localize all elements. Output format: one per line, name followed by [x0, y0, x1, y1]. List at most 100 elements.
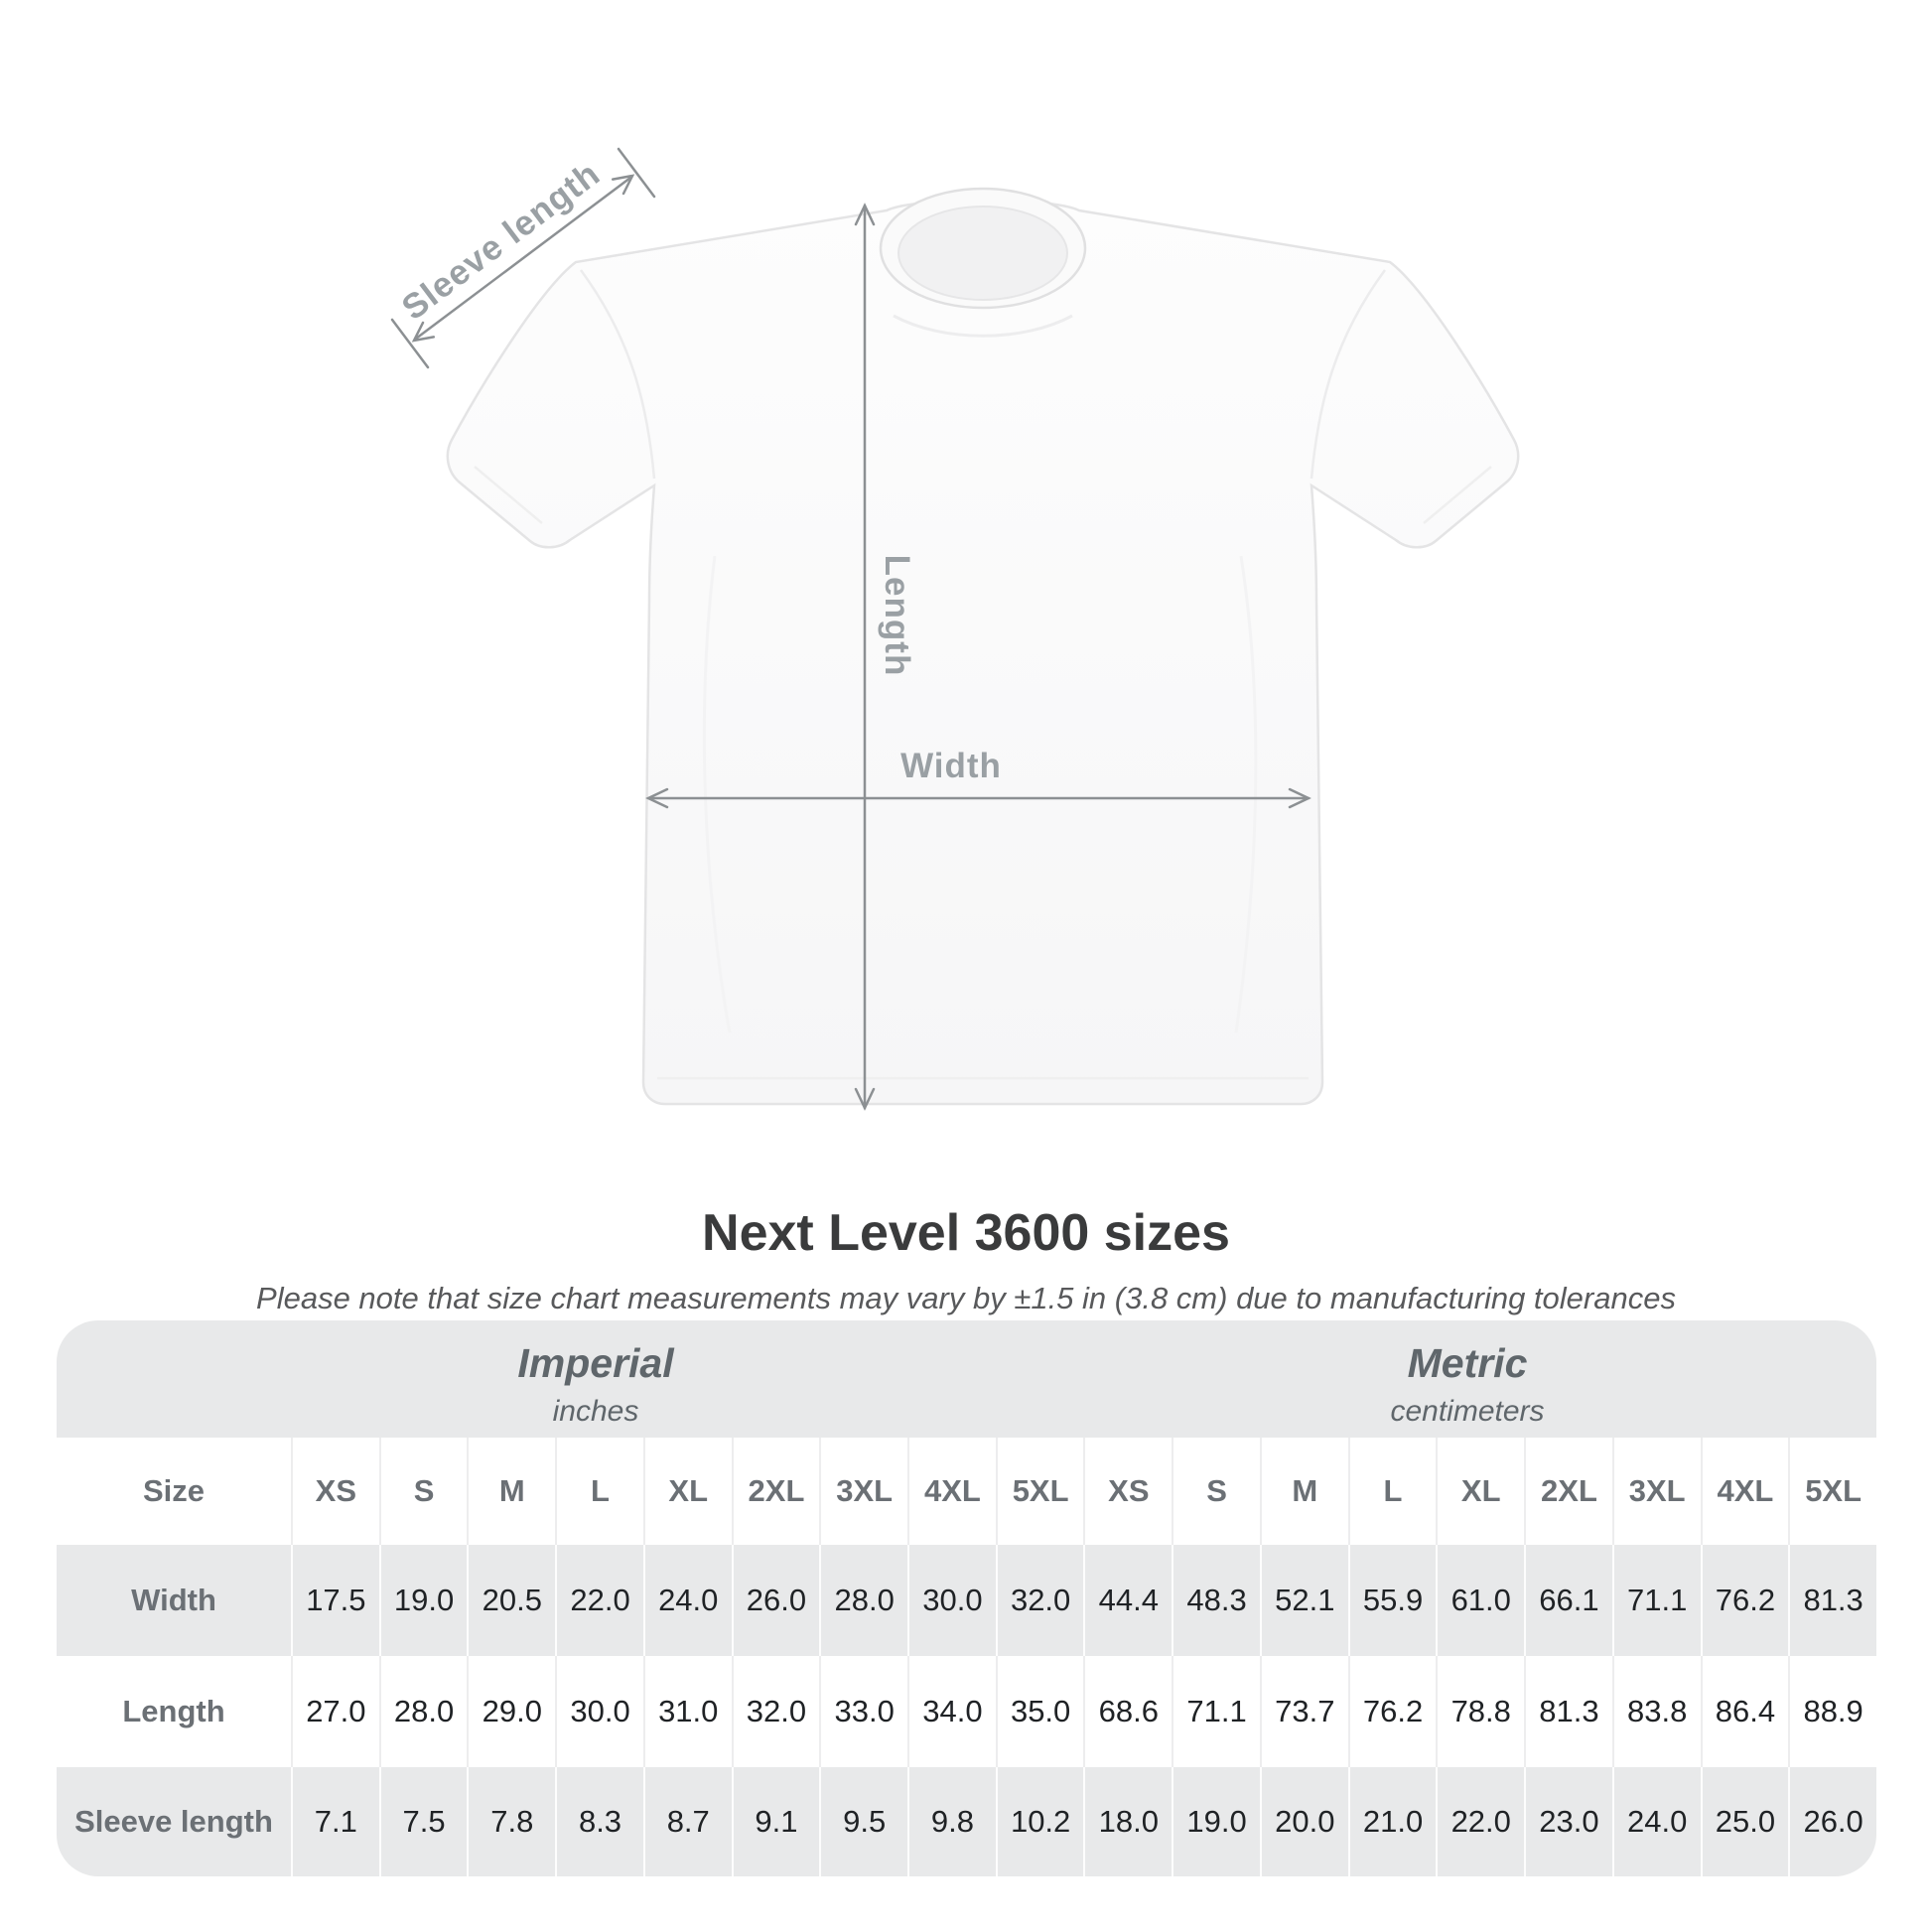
sleeve-length-imperial-s: 7.5: [378, 1767, 468, 1876]
page-title: Next Level 3600 sizes: [702, 1204, 1230, 1262]
width-imperial-3xl: 28.0: [819, 1545, 907, 1656]
width-imperial-2xl: 26.0: [731, 1545, 820, 1656]
length-metric-4xl: 86.4: [1700, 1656, 1789, 1767]
width-metric-2xl: 66.1: [1524, 1545, 1612, 1656]
length-imperial-m: 29.0: [467, 1656, 555, 1767]
width-imperial-4xl: 30.0: [907, 1545, 996, 1656]
size-table: Imperial inches Metric centimeters Size …: [57, 1320, 1876, 1876]
length-imperial-xs: 27.0: [291, 1656, 379, 1767]
sleeve-length-imperial-2xl: 9.1: [731, 1767, 820, 1876]
sleeve-length-metric-xl: 22.0: [1436, 1767, 1524, 1876]
tolerance-note: Please note that size chart measurements…: [256, 1281, 1676, 1315]
length-imperial-xl: 31.0: [642, 1656, 732, 1767]
row-label-length: Length: [122, 1694, 225, 1728]
row-label-width: Width: [131, 1583, 216, 1617]
width-metric-s: 48.3: [1172, 1545, 1260, 1656]
length-metric-xs: 68.6: [1083, 1656, 1172, 1767]
size-header-metric-xl: XL: [1436, 1438, 1524, 1545]
size-header-imperial-m: M: [467, 1438, 555, 1545]
sleeve-length-metric-5xl: 26.0: [1788, 1767, 1876, 1876]
sleeve-length-metric-xs: 18.0: [1083, 1767, 1172, 1876]
size-header-imperial-3xl: 3XL: [819, 1438, 907, 1545]
width-imperial-s: 19.0: [378, 1545, 468, 1656]
size-header-imperial-xl: XL: [642, 1438, 732, 1545]
unit-group-band: Imperial inches Metric centimeters: [57, 1320, 1876, 1438]
length-metric-2xl: 81.3: [1524, 1656, 1612, 1767]
width-metric-l: 55.9: [1347, 1545, 1437, 1656]
width-metric-xl: 61.0: [1436, 1545, 1524, 1656]
length-metric-m: 73.7: [1259, 1656, 1348, 1767]
size-header-imperial-4xl: 4XL: [907, 1438, 996, 1545]
size-header-imperial-s: S: [378, 1438, 468, 1545]
sleeve-length-imperial-3xl: 9.5: [819, 1767, 907, 1876]
length-imperial-3xl: 33.0: [819, 1656, 907, 1767]
size-header-metric-2xl: 2XL: [1524, 1438, 1612, 1545]
table-header-row: Size XS S M L XL 2XL 3XL 4XL 5XL XS S M L XL 2XL 3XL 4XL…: [57, 1438, 1876, 1545]
length-imperial-5xl: 35.0: [995, 1656, 1084, 1767]
length-metric-l: 76.2: [1347, 1656, 1437, 1767]
table-row-sleeve-length: Sleeve length 7.1 7.5 7.8 8.3 8.7 9.1 9.5 9.8 10…: [57, 1767, 1876, 1876]
tshirt-collar: [879, 187, 1087, 310]
sleeve-length-metric-2xl: 23.0: [1524, 1767, 1612, 1876]
sleeve-length-imperial-5xl: 10.2: [995, 1767, 1084, 1876]
table-row-width: Width 17.5 19.0 20.5 22.0 24.0 26.0 28.0 30.0 32…: [57, 1545, 1876, 1656]
width-imperial-xl: 24.0: [642, 1545, 732, 1656]
sleeve-length-metric-l: 21.0: [1347, 1767, 1437, 1876]
sleeve-length-imperial-xl: 8.7: [642, 1767, 732, 1876]
tshirt-body: [446, 199, 1520, 1106]
length-label: Length: [878, 554, 916, 677]
width-metric-3xl: 71.1: [1611, 1545, 1701, 1656]
size-header-metric-m: M: [1259, 1438, 1348, 1545]
width-metric-xs: 44.4: [1083, 1545, 1172, 1656]
width-imperial-5xl: 32.0: [995, 1545, 1084, 1656]
sleeve-length-metric-s: 19.0: [1172, 1767, 1260, 1876]
width-metric-m: 52.1: [1259, 1545, 1348, 1656]
imperial-group-title: Imperial: [517, 1340, 674, 1386]
tshirt-measurement-diagram: Sleeve length Length Width: [390, 147, 1520, 1111]
size-header-metric-5xl: 5XL: [1788, 1438, 1876, 1545]
size-header-imperial-5xl: 5XL: [995, 1438, 1084, 1545]
width-imperial-xs: 17.5: [291, 1545, 379, 1656]
size-header-imperial-l: L: [555, 1438, 643, 1545]
sleeve-length-imperial-4xl: 9.8: [907, 1767, 996, 1876]
size-header-metric-s: S: [1172, 1438, 1260, 1545]
size-header-imperial-xs: XS: [291, 1438, 379, 1545]
size-header-metric-xs: XS: [1083, 1438, 1172, 1545]
width-imperial-m: 20.5: [467, 1545, 555, 1656]
sleeve-length-imperial-l: 8.3: [555, 1767, 643, 1876]
width-metric-5xl: 81.3: [1788, 1545, 1876, 1656]
imperial-group-unit: inches: [552, 1395, 639, 1428]
length-imperial-l: 30.0: [555, 1656, 643, 1767]
length-metric-s: 71.1: [1172, 1656, 1260, 1767]
length-dimension-line: [854, 203, 876, 1111]
size-header-metric-3xl: 3XL: [1611, 1438, 1701, 1545]
width-label: Width: [900, 747, 1002, 785]
sleeve-length-imperial-xs: 7.1: [291, 1767, 379, 1876]
width-imperial-l: 22.0: [555, 1545, 643, 1656]
table-rows: Size XS S M L XL 2XL 3XL 4XL 5XL XS S M L XL 2XL 3XL 4XL…: [57, 1438, 1876, 1876]
size-column-header: Size: [142, 1473, 206, 1508]
table-row-length: Length 27.0 28.0 29.0 30.0 31.0 32.0 33.0 34.0 3…: [57, 1656, 1876, 1767]
sleeve-length-dimension-line: [390, 147, 656, 369]
tshirt-illustration: [390, 147, 1520, 1111]
length-metric-3xl: 83.8: [1611, 1656, 1701, 1767]
length-metric-xl: 78.8: [1436, 1656, 1524, 1767]
metric-group-unit: centimeters: [1390, 1395, 1545, 1428]
width-dimension-line: [645, 787, 1311, 809]
sleeve-length-metric-3xl: 24.0: [1611, 1767, 1701, 1876]
imperial-group-header: Imperial inches: [517, 1320, 673, 1429]
dimension-lines: [390, 147, 1311, 1111]
row-label-sleeve-length: Sleeve length: [74, 1804, 273, 1839]
metric-group-title: Metric: [1407, 1340, 1528, 1386]
width-metric-4xl: 76.2: [1700, 1545, 1789, 1656]
length-imperial-2xl: 32.0: [731, 1656, 820, 1767]
metric-group-header: Metric centimeters: [1390, 1320, 1544, 1429]
sleeve-length-imperial-m: 7.8: [467, 1767, 555, 1876]
sleeve-length-metric-4xl: 25.0: [1700, 1767, 1789, 1876]
size-header-imperial-2xl: 2XL: [731, 1438, 820, 1545]
length-imperial-4xl: 34.0: [907, 1656, 996, 1767]
size-header-metric-4xl: 4XL: [1700, 1438, 1789, 1545]
sleeve-length-metric-m: 20.0: [1259, 1767, 1348, 1876]
length-imperial-s: 28.0: [378, 1656, 468, 1767]
